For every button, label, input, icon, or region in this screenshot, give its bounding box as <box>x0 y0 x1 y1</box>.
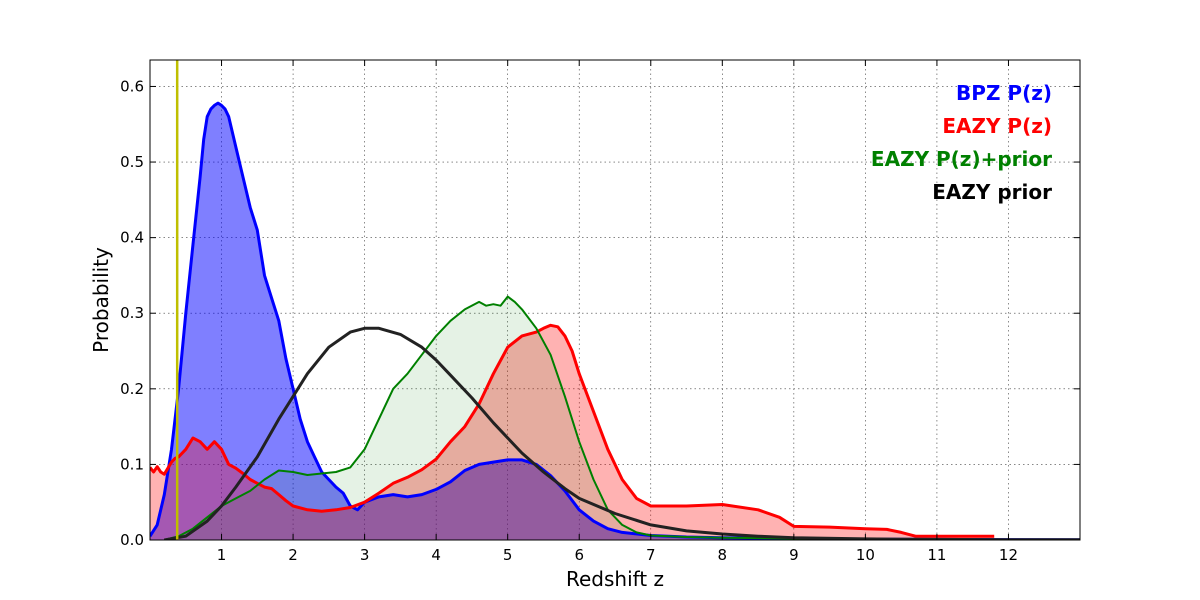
x-tick-label-4: 4 <box>431 546 441 564</box>
x-tick-label-12: 12 <box>999 546 1018 564</box>
y-tick-label-0.3: 0.3 <box>120 304 144 322</box>
series-line-eazy-prior <box>164 326 1080 540</box>
y-tick-labels: 0.0 0.1 0.2 0.3 0.4 0.5 0.6 <box>120 77 144 549</box>
x-tick-labels: 1 2 3 4 5 6 7 8 9 10 11 12 <box>217 546 1018 564</box>
tick-marks <box>150 60 1080 541</box>
legend-entry-1: EAZY P(z) <box>942 114 1052 138</box>
series-area-bpz-p-z <box>150 103 1080 540</box>
x-tick-label-3: 3 <box>360 546 370 564</box>
series-fills <box>150 103 1080 540</box>
y-tick-label-0.6: 0.6 <box>120 77 144 95</box>
series-lines <box>150 101 1080 540</box>
series-line-bpz-p-z <box>150 101 1080 540</box>
y-tick-label-0.2: 0.2 <box>120 380 144 398</box>
x-tick-label-5: 5 <box>503 546 513 564</box>
plot-frame <box>149 59 1081 541</box>
legend-entry-3: EAZY prior <box>932 180 1052 204</box>
y-tick-label-0.0: 0.0 <box>120 531 144 549</box>
x-tick-label-2: 2 <box>288 546 298 564</box>
x-tick-label-6: 6 <box>574 546 584 564</box>
series-area-eazy-p-z <box>150 325 995 540</box>
y-axis-label: Probability <box>89 247 113 353</box>
series-area-eazy-p-z-prior <box>164 296 866 540</box>
legend: BPZ P(z) EAZY P(z) EAZY P(z)+prior EAZY pri… <box>871 81 1052 204</box>
legend-entry-0: BPZ P(z) <box>956 81 1052 105</box>
x-tick-label-10: 10 <box>856 546 875 564</box>
x-tick-label-9: 9 <box>789 546 799 564</box>
series-line-eazy-p-z <box>150 323 995 538</box>
x-tick-label-11: 11 <box>927 546 946 564</box>
x-tick-label-1: 1 <box>217 546 227 564</box>
x-tick-label-8: 8 <box>718 546 728 564</box>
x-axis-label: Redshift z <box>566 567 664 591</box>
legend-entry-2: EAZY P(z)+prior <box>871 147 1052 171</box>
y-tick-label-0.1: 0.1 <box>120 455 144 473</box>
x-tick-label-7: 7 <box>646 546 656 564</box>
y-tick-label-0.4: 0.4 <box>120 229 144 247</box>
y-tick-label-0.5: 0.5 <box>120 153 144 171</box>
